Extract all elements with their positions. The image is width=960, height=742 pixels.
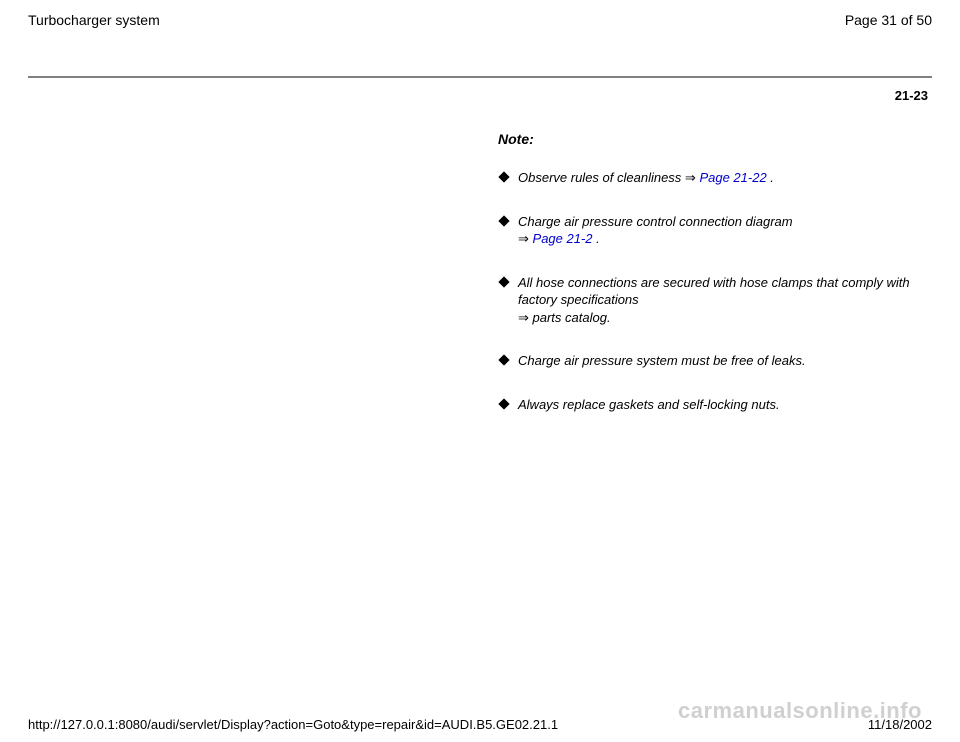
page-link[interactable]: Page 21-22 xyxy=(699,170,766,185)
list-item: All hose connections are secured with ho… xyxy=(498,274,928,327)
arrow-icon: ⇒ xyxy=(518,310,529,325)
section-number: 21-23 xyxy=(0,78,960,103)
content-area: Note: Observe rules of cleanliness ⇒ Pag… xyxy=(0,103,960,439)
diamond-bullet-icon xyxy=(498,355,509,366)
text-segment: parts catalog. xyxy=(529,310,611,325)
text-segment: Always replace gaskets and self-locking … xyxy=(518,397,780,412)
page-header: Turbocharger system Page 31 of 50 xyxy=(0,0,960,36)
diamond-bullet-icon xyxy=(498,398,509,409)
text-segment: . xyxy=(593,231,600,246)
text-segment: Charge air pressure system must be free … xyxy=(518,353,806,368)
note-block: Note: Observe rules of cleanliness ⇒ Pag… xyxy=(498,131,928,439)
note-heading: Note: xyxy=(498,131,928,147)
diamond-bullet-icon xyxy=(498,215,509,226)
list-item: Charge air pressure system must be free … xyxy=(498,352,928,370)
list-item: Observe rules of cleanliness ⇒ Page 21-2… xyxy=(498,169,928,187)
arrow-icon: ⇒ xyxy=(685,170,696,185)
text-segment: Observe rules of cleanliness xyxy=(518,170,685,185)
text-segment: . xyxy=(767,170,774,185)
list-item: Always replace gaskets and self-locking … xyxy=(498,396,928,414)
list-item: Charge air pressure control connection d… xyxy=(498,213,928,248)
text-segment: Charge air pressure control connection d… xyxy=(518,214,793,229)
note-text: Always replace gaskets and self-locking … xyxy=(518,396,928,414)
note-text: Observe rules of cleanliness ⇒ Page 21-2… xyxy=(518,169,928,187)
text-segment: All hose connections are secured with ho… xyxy=(518,275,910,308)
document-title: Turbocharger system xyxy=(28,12,160,28)
footer-url: http://127.0.0.1:8080/audi/servlet/Displ… xyxy=(28,717,558,732)
page-indicator: Page 31 of 50 xyxy=(845,12,932,28)
note-text: Charge air pressure control connection d… xyxy=(518,213,928,248)
footer-date: 11/18/2002 xyxy=(868,717,932,732)
arrow-icon: ⇒ xyxy=(518,231,529,246)
page-footer: http://127.0.0.1:8080/audi/servlet/Displ… xyxy=(0,717,960,732)
diamond-bullet-icon xyxy=(498,171,509,182)
page-link[interactable]: Page 21-2 xyxy=(533,231,593,246)
note-text: All hose connections are secured with ho… xyxy=(518,274,928,327)
note-text: Charge air pressure system must be free … xyxy=(518,352,928,370)
note-list: Observe rules of cleanliness ⇒ Page 21-2… xyxy=(498,169,928,413)
diamond-bullet-icon xyxy=(498,276,509,287)
